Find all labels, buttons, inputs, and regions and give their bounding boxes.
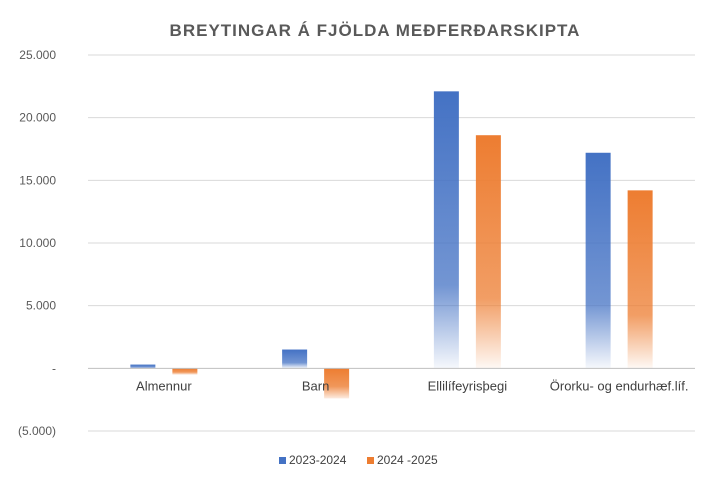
legend-label: 2023-2024 <box>289 453 347 467</box>
bar-2024-2025-2 <box>475 135 501 369</box>
y-tick-label: 5.000 <box>26 299 56 313</box>
y-tick-label: 10.000 <box>19 236 56 250</box>
legend-label: 2024 -2025 <box>377 453 438 467</box>
chart-title: BREYTINGAR Á FJÖLDA MEÐFERÐARSKIPTA <box>170 21 581 40</box>
y-tick-label: - <box>52 361 56 375</box>
legend-swatch <box>279 457 286 464</box>
x-category-label: Barn <box>302 378 329 393</box>
legend: 2023-2024 2024 -2025 <box>279 453 438 467</box>
bar-2023-2024-3 <box>585 152 611 369</box>
y-tick-label: 25.000 <box>19 48 56 62</box>
y-tick-label: 20.000 <box>19 111 56 125</box>
bar-2023-2024-0 <box>130 364 156 369</box>
x-category-label: Almennur <box>136 378 192 393</box>
x-axis-categories: Almennur Barn Ellilífeyrisþegi Örorku- og e… <box>136 378 688 393</box>
gridlines <box>88 54 695 432</box>
bar-2024-2025-0 <box>172 368 198 375</box>
bar-2024-2025-1 <box>324 368 350 399</box>
y-axis-ticks: 25.000 20.000 15.000 10.000 5.000 - (5.000) <box>18 48 56 438</box>
legend-swatch <box>367 457 374 464</box>
bar-2023-2024-2 <box>433 91 459 369</box>
x-category-label: Ellilífeyrisþegi <box>428 378 508 393</box>
bars <box>130 91 653 399</box>
y-tick-label: (5.000) <box>18 424 56 438</box>
y-tick-label: 15.000 <box>19 173 56 187</box>
bar-2024-2025-3 <box>627 190 653 369</box>
x-category-label: Örorku- og endurhæf.líf. <box>550 378 689 393</box>
bar-2023-2024-1 <box>282 349 308 369</box>
